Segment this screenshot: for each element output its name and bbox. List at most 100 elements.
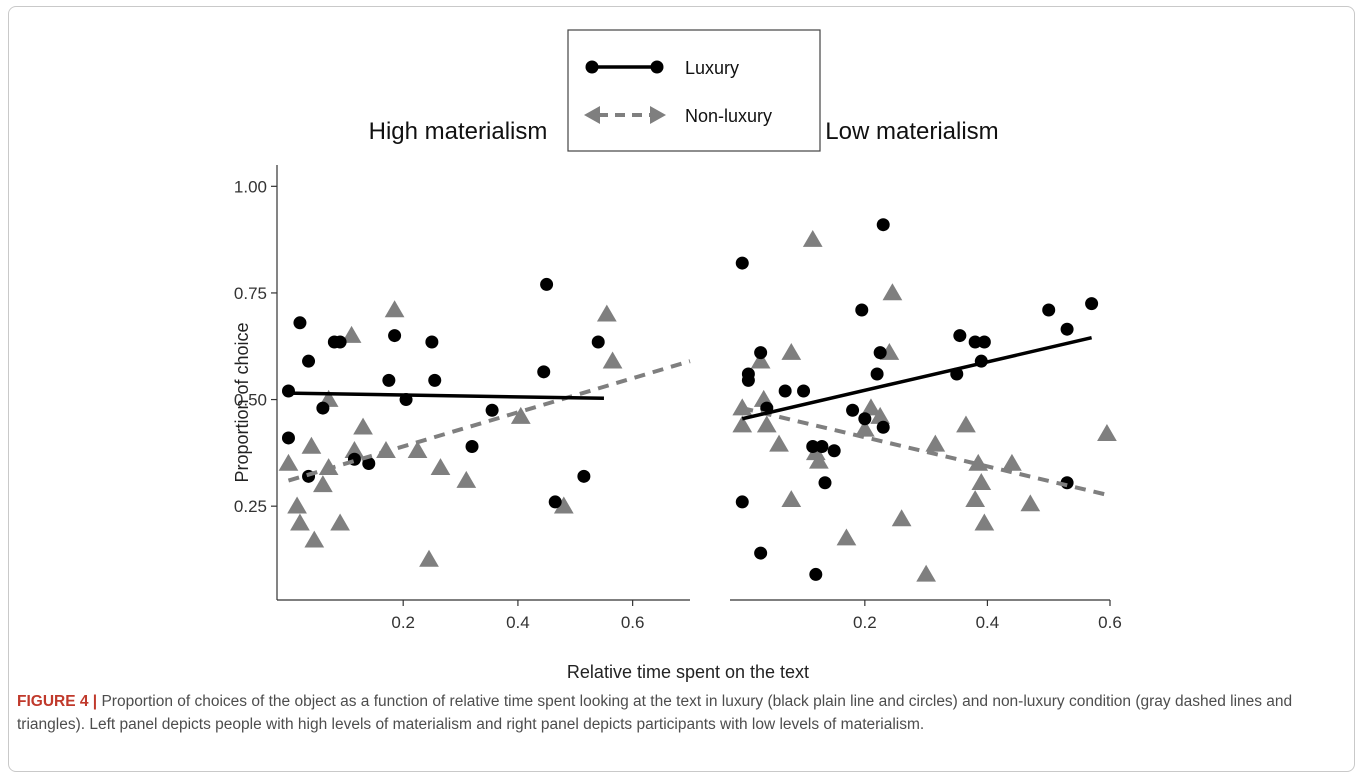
- non-luxury-point: [341, 325, 362, 343]
- luxury-point: [1060, 322, 1074, 336]
- x-tick-label: 0.2: [853, 613, 877, 632]
- legend-luxury-marker: [650, 60, 664, 74]
- luxury-point: [1085, 297, 1099, 311]
- non-luxury-point: [870, 406, 891, 424]
- luxury-point: [855, 303, 869, 317]
- y-tick-label: 0.25: [234, 497, 267, 516]
- non-luxury-point: [965, 490, 986, 508]
- x-tick-label: 0.4: [976, 613, 1000, 632]
- non-luxury-point: [861, 398, 881, 416]
- luxury-point: [281, 431, 295, 445]
- luxury-point: [735, 256, 749, 270]
- luxury-point: [806, 439, 820, 453]
- figure-caption: FIGURE 4 | Proportion of choices of the …: [17, 690, 1337, 736]
- y-tick-label: 0.75: [234, 284, 267, 303]
- luxury-point: [591, 335, 605, 349]
- figure-label: FIGURE 4 |: [17, 693, 98, 710]
- luxury-point: [754, 546, 768, 560]
- non-luxury-point: [891, 509, 912, 527]
- non-luxury-point: [407, 441, 428, 459]
- luxury-point: [428, 373, 442, 387]
- non-luxury-trend-line: [287, 359, 691, 483]
- x-tick-label: 0.2: [391, 613, 415, 632]
- luxury-point: [968, 335, 982, 349]
- non-luxury-point: [287, 496, 307, 514]
- non-luxury-point: [836, 528, 857, 546]
- luxury-trend-line: [741, 336, 1093, 421]
- luxury-point: [425, 335, 439, 349]
- non-luxury-point: [971, 473, 992, 490]
- luxury-trend-line: [288, 391, 604, 401]
- luxury-point: [302, 354, 316, 368]
- non-luxury-point: [974, 513, 995, 531]
- non-luxury-point: [1097, 423, 1117, 441]
- x-tick-label: 0.6: [1098, 613, 1122, 632]
- non-luxury-point: [750, 351, 771, 369]
- luxury-point: [815, 439, 829, 453]
- non-luxury-point: [301, 436, 322, 454]
- luxury-point: [876, 218, 890, 232]
- non-luxury-point: [304, 530, 325, 548]
- luxury-point: [846, 403, 860, 417]
- luxury-point: [281, 384, 295, 398]
- luxury-point: [818, 476, 832, 490]
- luxury-point: [465, 439, 479, 453]
- non-luxury-point: [732, 398, 753, 416]
- non-luxury-point: [756, 415, 777, 433]
- luxury-point: [858, 412, 872, 426]
- luxury-point: [540, 277, 554, 291]
- luxury-point: [316, 401, 330, 415]
- caption-text: Proportion of choices of the object as a…: [17, 693, 1293, 733]
- non-luxury-point: [781, 490, 802, 508]
- non-luxury-point: [781, 342, 802, 360]
- y-tick-label: 0.50: [234, 391, 267, 410]
- luxury-point: [809, 567, 823, 581]
- luxury-point: [778, 384, 792, 398]
- x-tick-label: 0.4: [506, 613, 530, 632]
- non-luxury-point: [419, 549, 439, 567]
- luxury-point: [1042, 303, 1056, 317]
- non-luxury-point: [809, 451, 829, 469]
- non-luxury-point: [353, 417, 373, 435]
- legend-non-luxury-label: Non-luxury: [685, 106, 772, 126]
- luxury-point: [537, 365, 551, 379]
- panel-title: Low materialism: [825, 118, 998, 145]
- non-luxury-point: [925, 434, 946, 452]
- luxury-point: [741, 373, 755, 387]
- non-luxury-point: [1002, 453, 1022, 471]
- non-luxury-point: [384, 300, 405, 318]
- luxury-point: [362, 457, 376, 471]
- non-luxury-point: [313, 475, 333, 493]
- y-tick-label: 1.00: [234, 177, 267, 196]
- legend-box: [567, 29, 821, 152]
- non-luxury-point: [456, 470, 477, 488]
- non-luxury-point: [732, 415, 753, 433]
- chart: 0.25 0.50 0.75 1.00 Proportion of choice High…: [232, 29, 1122, 682]
- non-luxury-point: [430, 458, 451, 476]
- luxury-point: [333, 335, 347, 349]
- non-luxury-point: [769, 434, 789, 452]
- luxury-point: [797, 384, 811, 398]
- legend-non-luxury-marker: [584, 106, 600, 124]
- non-luxury-point: [882, 283, 903, 301]
- luxury-point: [827, 444, 841, 458]
- legend-luxury-label: Luxury: [685, 58, 739, 78]
- luxury-point: [548, 495, 562, 509]
- luxury-point: [953, 329, 967, 343]
- luxury-point: [388, 329, 402, 343]
- x-tick-label: 0.6: [621, 613, 645, 632]
- luxury-point: [873, 346, 887, 360]
- luxury-point: [876, 420, 890, 434]
- non-luxury-point: [278, 453, 299, 471]
- panel-title: High materialism: [369, 118, 548, 145]
- non-luxury-point: [802, 229, 823, 247]
- x-axis-title: Relative time spent on the text: [567, 662, 809, 682]
- luxury-point: [754, 346, 768, 360]
- luxury-point: [977, 335, 991, 349]
- luxury-point: [485, 403, 499, 417]
- non-luxury-trend-line: [741, 406, 1111, 498]
- luxury-point: [382, 373, 396, 387]
- non-luxury-point: [330, 513, 350, 531]
- non-luxury-point: [596, 304, 617, 322]
- non-luxury-point: [1020, 494, 1041, 512]
